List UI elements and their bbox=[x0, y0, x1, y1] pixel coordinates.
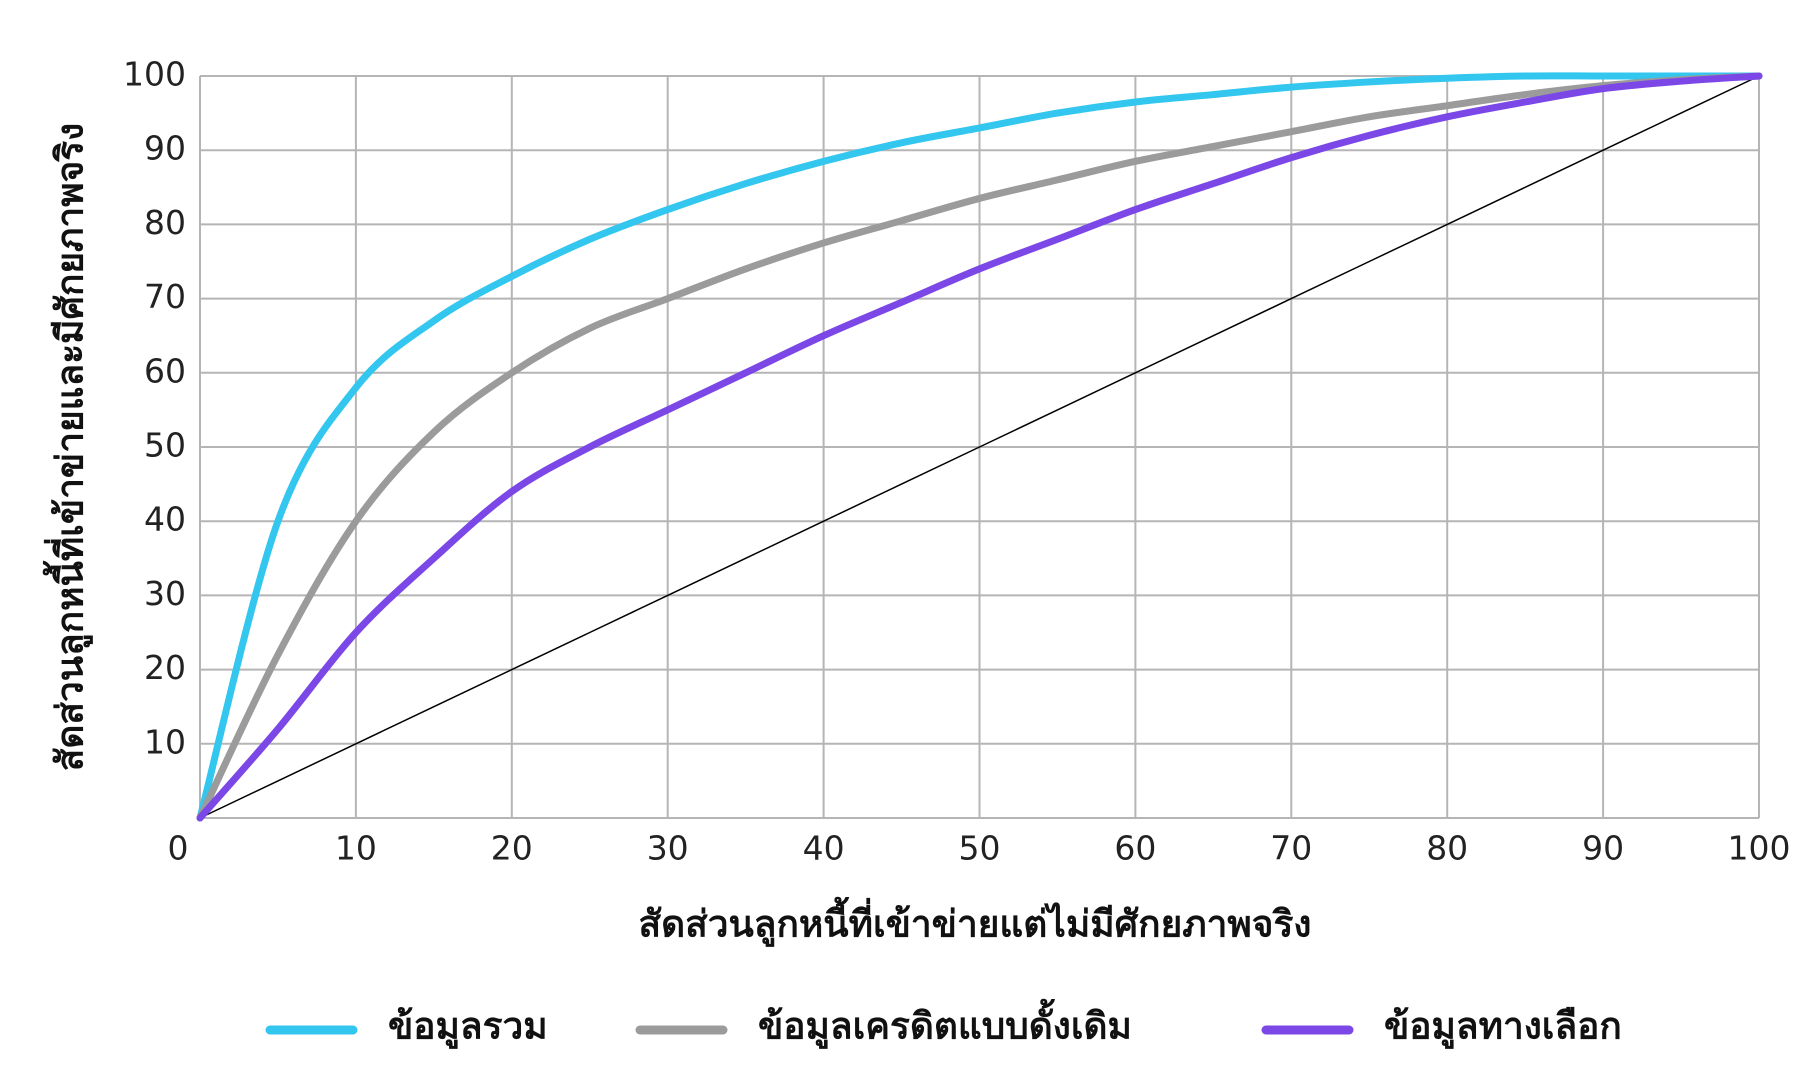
x-tick-label: 20 bbox=[491, 829, 533, 868]
y-tick-label: 70 bbox=[144, 277, 186, 316]
x-tick-label: 50 bbox=[959, 829, 1001, 868]
y-tick-label: 40 bbox=[144, 500, 186, 539]
y-axis-title: สัดส่วนลูกหนี้ที่เข้าข่ายและมีศักยภาพจริ… bbox=[43, 123, 94, 771]
y-tick-label: 30 bbox=[144, 574, 186, 613]
x-tick-label: 40 bbox=[803, 829, 845, 868]
x-axis-title: สัดส่วนลูกหนี้ที่เข้าข่ายแต่ไม่มีศักยภาพ… bbox=[639, 897, 1312, 948]
y-tick-label: 20 bbox=[144, 648, 186, 687]
legend-label: ข้อมูลรวม bbox=[388, 1005, 548, 1050]
y-tick-label: 100 bbox=[123, 55, 186, 94]
x-tick-label: 10 bbox=[335, 829, 377, 868]
x-tick-label: 90 bbox=[1582, 829, 1624, 868]
x-tick-label: 60 bbox=[1114, 829, 1156, 868]
series-line bbox=[196, 72, 1763, 822]
y-tick-label: 60 bbox=[144, 351, 186, 390]
y-tick-label: 80 bbox=[144, 203, 186, 242]
x-tick-label: 70 bbox=[1270, 829, 1312, 868]
series-line bbox=[196, 72, 1763, 822]
reference-line bbox=[199, 75, 1760, 819]
legend-label: ข้อมูลเครดิตแบบดั้งเดิม bbox=[758, 999, 1132, 1050]
x-tick-label: 100 bbox=[1728, 829, 1791, 868]
x-tick-label: 30 bbox=[647, 829, 689, 868]
legend-label: ข้อมูลทางเลือก bbox=[1384, 1005, 1622, 1050]
y-tick-label: 50 bbox=[144, 426, 186, 465]
x-tick-label: 80 bbox=[1426, 829, 1468, 868]
y-tick-label: 10 bbox=[144, 722, 186, 761]
series-line bbox=[196, 72, 1763, 822]
y-tick-label: 90 bbox=[144, 129, 186, 168]
x-tick-label: 0 bbox=[168, 829, 189, 868]
